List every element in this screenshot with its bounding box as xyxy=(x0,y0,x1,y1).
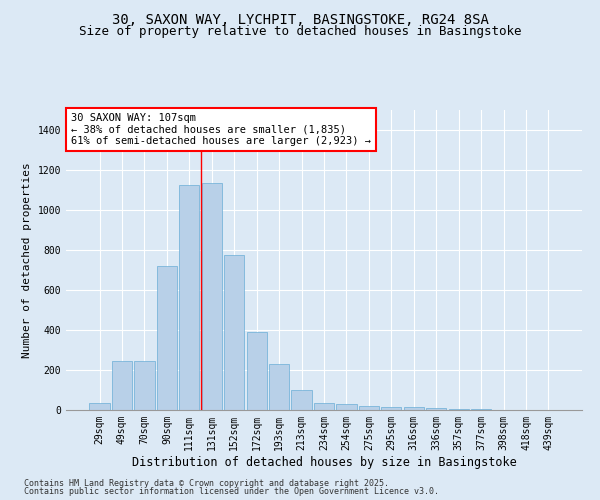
Bar xyxy=(247,332,267,410)
Bar xyxy=(449,409,469,410)
Text: 30, SAXON WAY, LYCHPIT, BASINGSTOKE, RG24 8SA: 30, SAXON WAY, LYCHPIT, BASINGSTOKE, RG2… xyxy=(112,12,488,26)
X-axis label: Distribution of detached houses by size in Basingstoke: Distribution of detached houses by size … xyxy=(131,456,517,468)
Bar xyxy=(112,361,132,410)
Bar xyxy=(314,403,334,410)
Bar xyxy=(89,403,110,410)
Bar xyxy=(292,390,311,410)
Bar xyxy=(269,364,289,410)
Bar xyxy=(359,406,379,410)
Bar xyxy=(179,185,199,410)
Bar xyxy=(337,404,356,410)
Text: Size of property relative to detached houses in Basingstoke: Size of property relative to detached ho… xyxy=(79,25,521,38)
Bar xyxy=(157,266,177,410)
Bar xyxy=(426,408,446,410)
Text: Contains HM Land Registry data © Crown copyright and database right 2025.: Contains HM Land Registry data © Crown c… xyxy=(24,478,389,488)
Text: Contains public sector information licensed under the Open Government Licence v3: Contains public sector information licen… xyxy=(24,487,439,496)
Bar xyxy=(224,255,244,410)
Bar xyxy=(134,361,155,410)
Bar xyxy=(202,183,222,410)
Text: 30 SAXON WAY: 107sqm
← 38% of detached houses are smaller (1,835)
61% of semi-de: 30 SAXON WAY: 107sqm ← 38% of detached h… xyxy=(71,113,371,146)
Bar xyxy=(404,407,424,410)
Bar xyxy=(381,407,401,410)
Y-axis label: Number of detached properties: Number of detached properties xyxy=(22,162,32,358)
